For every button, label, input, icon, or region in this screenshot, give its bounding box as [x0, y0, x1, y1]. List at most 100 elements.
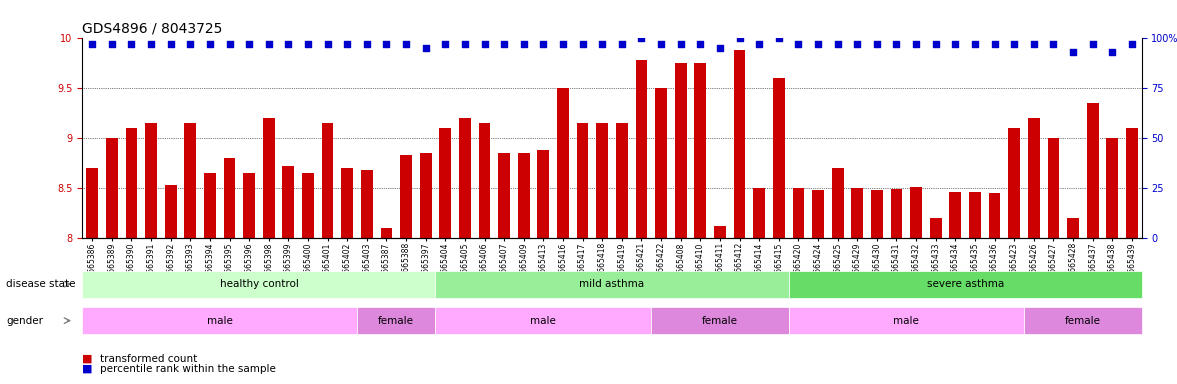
Bar	[1048, 138, 1059, 238]
Point	[220, 41, 239, 48]
Bar	[694, 63, 706, 238]
Point	[476, 41, 494, 48]
Text: male: male	[531, 316, 557, 326]
Point	[397, 41, 415, 48]
Point	[377, 41, 395, 48]
Bar	[656, 88, 667, 238]
Point	[829, 41, 847, 48]
Text: percentile rank within the sample: percentile rank within the sample	[100, 364, 275, 374]
Point	[671, 41, 690, 48]
Point	[1005, 41, 1024, 48]
Text: gender: gender	[6, 316, 42, 326]
Bar	[321, 123, 333, 238]
Bar	[636, 60, 647, 238]
Point	[750, 41, 769, 48]
Text: mild asthma: mild asthma	[579, 279, 645, 289]
Text: disease state: disease state	[6, 279, 75, 289]
Bar	[204, 173, 215, 238]
Bar	[812, 190, 824, 238]
Bar	[400, 155, 412, 238]
Point	[770, 35, 789, 41]
Text: male: male	[893, 316, 919, 326]
Point	[887, 41, 906, 48]
Point	[985, 41, 1004, 48]
Point	[809, 41, 827, 48]
Text: female: female	[701, 316, 738, 326]
Bar	[262, 118, 274, 238]
Bar	[145, 123, 157, 238]
Bar	[950, 192, 962, 238]
Text: ■: ■	[82, 354, 93, 364]
Point	[455, 41, 474, 48]
Bar	[832, 168, 844, 238]
Bar	[733, 50, 745, 238]
Point	[338, 41, 357, 48]
Point	[612, 41, 631, 48]
Bar	[106, 138, 118, 238]
Point	[691, 41, 710, 48]
Bar	[341, 168, 353, 238]
Point	[711, 45, 730, 51]
Bar	[380, 228, 392, 238]
Point	[102, 41, 121, 48]
Point	[926, 41, 945, 48]
Point	[965, 41, 984, 48]
Bar	[891, 189, 903, 238]
Bar	[302, 173, 314, 238]
Bar	[1068, 218, 1079, 238]
Bar	[165, 185, 177, 238]
Bar	[930, 218, 942, 238]
Point	[1123, 41, 1142, 48]
Bar	[420, 153, 432, 238]
Bar	[714, 226, 726, 238]
Bar	[1009, 128, 1020, 238]
Bar	[538, 150, 550, 238]
Bar	[969, 192, 980, 238]
Bar	[518, 153, 530, 238]
Point	[82, 41, 101, 48]
Point	[435, 41, 454, 48]
Point	[1064, 49, 1083, 55]
Point	[122, 41, 141, 48]
Text: healthy control: healthy control	[219, 279, 299, 289]
Bar	[792, 188, 804, 238]
Text: female: female	[1065, 316, 1100, 326]
Point	[573, 41, 592, 48]
Bar	[1106, 138, 1118, 238]
Point	[494, 41, 513, 48]
Point	[240, 41, 259, 48]
Point	[514, 41, 533, 48]
Bar	[910, 187, 922, 238]
Bar	[851, 188, 863, 238]
Point	[181, 41, 200, 48]
Point	[141, 41, 160, 48]
Point	[1024, 41, 1043, 48]
Bar	[282, 166, 294, 238]
Point	[318, 41, 337, 48]
Point	[1044, 41, 1063, 48]
Point	[847, 41, 866, 48]
Text: ■: ■	[82, 364, 93, 374]
Bar	[597, 123, 609, 238]
Point	[200, 41, 219, 48]
Point	[279, 41, 298, 48]
Point	[358, 41, 377, 48]
Bar	[557, 88, 568, 238]
Bar	[753, 188, 765, 238]
Point	[730, 35, 749, 41]
Point	[867, 41, 886, 48]
Point	[534, 41, 553, 48]
Bar	[577, 123, 588, 238]
Point	[632, 35, 651, 41]
Bar	[674, 63, 686, 238]
Point	[652, 41, 671, 48]
Bar	[871, 190, 883, 238]
Bar	[1126, 128, 1138, 238]
Bar	[989, 193, 1000, 238]
Bar	[616, 123, 627, 238]
Point	[789, 41, 807, 48]
Bar	[224, 158, 235, 238]
Bar	[1028, 118, 1039, 238]
Bar	[479, 123, 491, 238]
Text: GDS4896 / 8043725: GDS4896 / 8043725	[82, 22, 222, 36]
